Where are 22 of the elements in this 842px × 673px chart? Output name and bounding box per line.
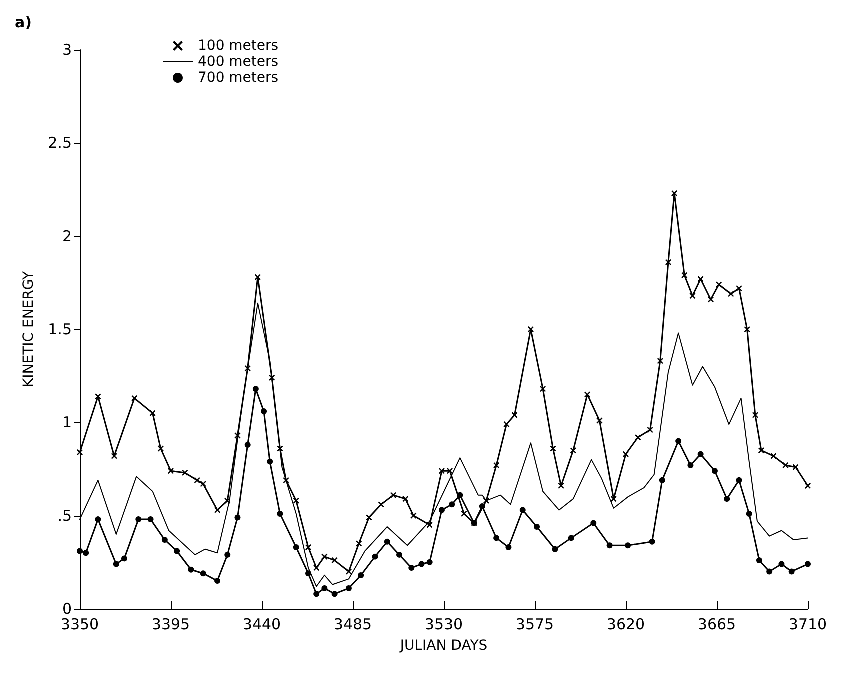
legend-label: 700 meters [198, 70, 279, 86]
x-tick-label: 3485 [334, 616, 372, 634]
y-tick-label: .5 [58, 506, 72, 525]
x-tick-label: 3575 [516, 616, 554, 634]
legend-label: 400 meters [198, 54, 279, 70]
y-tick-label: 1.5 [48, 320, 72, 338]
x-tick-label: 3665 [698, 616, 736, 634]
x-tick-label: 3440 [242, 616, 282, 634]
x-tick-label: 3395 [152, 616, 190, 634]
y-tick-label: 3 [62, 41, 72, 59]
x-tick-label: 3530 [424, 616, 464, 634]
x-tick-label: 3620 [606, 616, 646, 634]
y-tick-label: 2.5 [48, 134, 72, 152]
legend-label: 100 meters [198, 38, 279, 54]
y-tick-label: 2 [62, 227, 72, 246]
x-axis-title: JULIAN DAYS [399, 638, 488, 654]
y-tick-label: 1 [62, 414, 72, 432]
y-tick-label: 0 [62, 600, 72, 618]
y-axis-title: KINETIC ENERGY [21, 270, 37, 388]
chart-title: a) [15, 14, 32, 32]
x-tick-label: 3710 [788, 616, 828, 634]
x-tick-label: 3350 [60, 616, 100, 634]
